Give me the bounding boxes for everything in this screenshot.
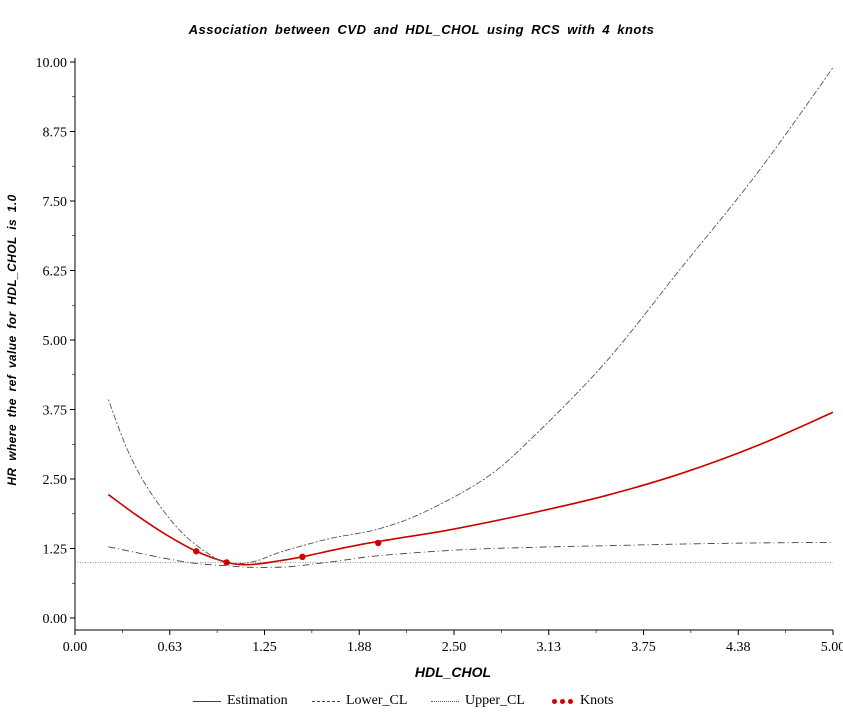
legend-label-estimation: Estimation [227,693,288,708]
legend-swatch-knots [552,698,576,704]
x-tick-label: 2.50 [442,640,467,655]
y-tick-label: 1.25 [43,543,68,558]
knot-marker [299,553,306,561]
y-tick-label: 8.75 [43,126,68,141]
y-tick-label: 6.25 [43,265,68,280]
legend: Estimation Lower_CL Upper_CL Knots [0,693,843,713]
y-tick-label: 3.75 [43,404,68,419]
series-line-estimation [107,411,834,566]
x-axis-label: HDL_CHOL [414,664,492,680]
series-line-lower-cl [108,541,834,568]
legend-label-lower-cl: Lower_CL [346,693,408,708]
y-tick-label: 10.00 [36,56,68,71]
legend-label-upper-cl: Upper_CL [465,693,525,708]
knot-marker [223,559,230,566]
series-line-upper-cl [107,67,834,565]
y-tick-label: 0.00 [43,612,68,627]
x-tick-label: 3.75 [631,640,656,655]
legend-swatch-lower-cl [312,700,340,702]
legend-item-upper-cl: Upper_CL [431,693,525,709]
x-tick-label: 0.00 [63,640,88,655]
legend-item-knots: Knots [552,693,613,709]
y-tick-label: 7.50 [43,195,68,210]
chart-title: Association between CVD and HDL_CHOL usi… [188,22,655,37]
x-tick-label: 1.25 [252,640,277,655]
legend-swatch-upper-cl [431,700,459,702]
x-tick-label: 1.88 [347,640,372,655]
x-tick-label: 3.13 [537,640,562,655]
x-tick-label: 0.63 [158,640,183,655]
knot-marker [193,548,200,555]
knot-marker [375,539,382,547]
y-tick-label: 2.50 [43,473,68,488]
x-tick-label: 4.38 [726,640,751,655]
legend-swatch-estimation [193,700,221,702]
y-tick-label: 5.00 [43,334,68,349]
legend-item-lower-cl: Lower_CL [312,693,407,709]
legend-label-knots: Knots [580,693,614,708]
legend-item-estimation: Estimation [193,693,288,709]
x-tick-label: 5.00 [821,640,843,655]
